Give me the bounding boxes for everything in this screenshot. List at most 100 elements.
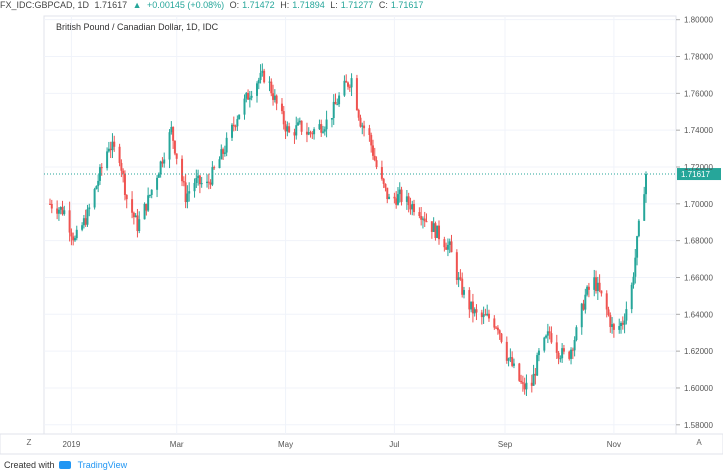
y-tick-label: 1.58000 [684, 421, 713, 430]
candle-body [545, 335, 548, 338]
candle-body [446, 244, 449, 250]
candle-body [325, 119, 328, 130]
close-label: C: [378, 0, 388, 10]
symbol-label[interactable]: FX_IDC:GBPCAD, 1D [0, 0, 90, 10]
candle-body [520, 380, 523, 383]
candle-body [148, 194, 151, 196]
candle-body [457, 277, 460, 280]
auto-scale-button[interactable]: A [696, 438, 702, 447]
candle-body [300, 120, 303, 132]
candle-body [198, 175, 201, 185]
chart-title: British Pound / Canadian Dollar, 1D, IDC [56, 22, 219, 32]
open-label: O: [229, 0, 240, 10]
x-tick-label: Sep [498, 440, 513, 449]
candle-body [421, 218, 424, 220]
candle-body [598, 282, 601, 291]
tradingview-link[interactable]: TradingView [77, 460, 128, 470]
last-price-line: 1.71617 [44, 168, 721, 181]
x-tick-label: May [278, 440, 293, 449]
candle-body [93, 189, 96, 208]
candle-body [100, 167, 103, 169]
zoom-reset-button[interactable]: Z [26, 438, 32, 447]
candle-body [470, 301, 473, 310]
y-tick-label: 1.78000 [684, 53, 713, 62]
candle-body [195, 178, 198, 183]
candle-body [132, 212, 135, 218]
candle-body [384, 183, 387, 188]
candle-body [284, 124, 287, 132]
candle-body [418, 212, 421, 216]
candle-body [70, 232, 73, 237]
candle-body [550, 333, 553, 343]
candle-body [318, 124, 321, 130]
candle-body [450, 241, 453, 253]
candle-body [97, 180, 100, 187]
candle-body [621, 322, 624, 325]
candle-body [559, 358, 562, 360]
candle-body [448, 241, 451, 245]
candle-body [398, 189, 401, 195]
low-value: 1.71277 [340, 0, 374, 10]
candle-body [407, 196, 410, 206]
candle-body [156, 177, 159, 190]
candle-body [348, 86, 351, 88]
candle-body [357, 110, 360, 118]
candle-body [400, 189, 403, 202]
candle-body [243, 98, 246, 115]
candle-body [157, 173, 160, 178]
candle-body [575, 327, 578, 340]
candle-body [495, 327, 498, 329]
candle-body [636, 236, 639, 258]
candle-body [336, 104, 339, 106]
candle-body [413, 203, 416, 213]
candle-body [409, 205, 412, 210]
candle-body [50, 203, 53, 209]
y-axis[interactable]: 1.58000 1.60000 1.62000 1.64000 1.66000 1.680… [676, 16, 713, 430]
candle-body [330, 118, 333, 120]
candle-body [163, 159, 166, 164]
candle-body [512, 363, 515, 366]
candle-body [625, 309, 628, 321]
candle-body [298, 120, 301, 123]
candle-body [373, 155, 376, 161]
candle-body [275, 95, 278, 104]
candle-body [570, 349, 573, 359]
candle-body [455, 252, 458, 280]
candle-body [350, 78, 353, 88]
candle-body [443, 239, 446, 248]
candle-body [537, 350, 540, 356]
x-axis[interactable]: 2019 Mar May Jul Sep Nov [63, 440, 621, 449]
x-tick-label: Mar [170, 440, 184, 449]
candle-body [475, 309, 478, 313]
candle-body [223, 152, 226, 154]
y-tick-label: 1.80000 [684, 16, 713, 25]
candle-body [109, 148, 112, 151]
candle-body [630, 284, 633, 310]
candle-body [56, 208, 59, 214]
candle-body [359, 117, 362, 127]
candle-body [580, 303, 583, 328]
candle-body [343, 80, 346, 96]
candle-body [493, 318, 496, 328]
candle-body [220, 149, 223, 160]
candle-body [61, 207, 64, 215]
candle-body [423, 218, 426, 222]
candle-body [213, 167, 216, 169]
low-label: L: [330, 0, 338, 10]
candle-body [236, 119, 239, 127]
last-price: 1.71617 [94, 0, 128, 10]
candle-body [309, 132, 312, 134]
candle-body [511, 357, 514, 366]
price-change: +0.00145 (+0.08%) [147, 0, 225, 10]
candle-body [609, 315, 612, 327]
candle-body [122, 170, 125, 174]
candle-body [232, 124, 235, 127]
candle-body [562, 348, 565, 352]
candle-body [123, 173, 126, 195]
candle-body [600, 290, 603, 294]
candle-body [206, 181, 209, 184]
candle-body [584, 294, 587, 310]
candle-body [345, 80, 348, 83]
candle-body [525, 382, 528, 390]
